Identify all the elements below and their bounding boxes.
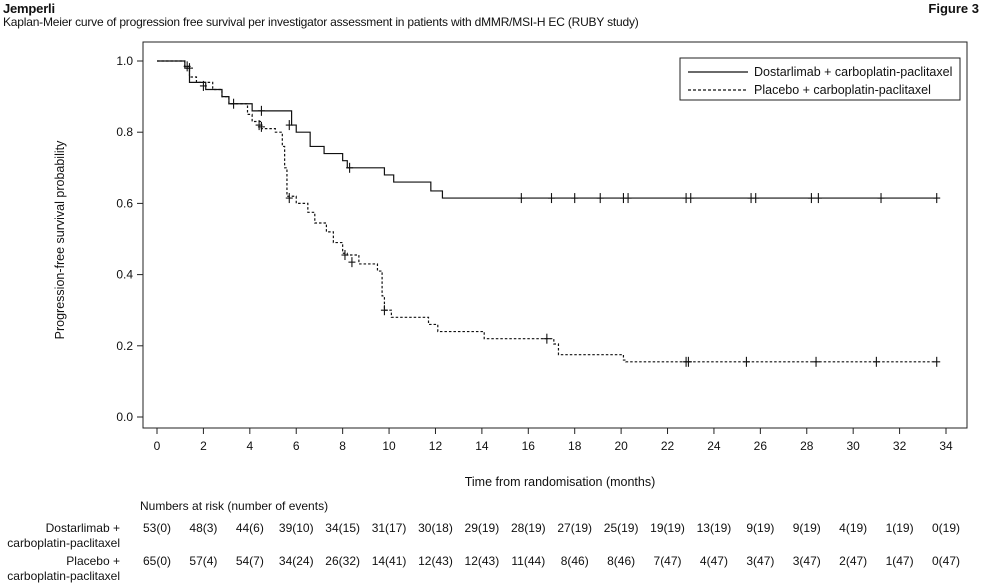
risk-value-dostarlimab: 4(19) [839, 521, 867, 535]
x-tick-label: 30 [846, 439, 860, 453]
x-tick-label: 20 [614, 439, 628, 453]
risk-value-placebo: 12(43) [465, 554, 500, 568]
risk-row-label-placebo-1: Placebo + [66, 554, 120, 568]
risk-value-placebo: 3(47) [746, 554, 774, 568]
plot-frame [142, 41, 968, 429]
risk-value-placebo: 4(47) [700, 554, 728, 568]
product-name: Jemperli [3, 1, 55, 16]
risk-value-dostarlimab: 48(3) [189, 521, 217, 535]
x-tick-label: 16 [522, 439, 536, 453]
risk-table: Numbers at risk (number of events) Dosta… [7, 499, 960, 583]
x-axis: 0 2 4 6 8 10 12 14 16 18 20 22 24 26 28 30 32 34 [154, 428, 953, 453]
risk-value-dostarlimab: 13(19) [697, 521, 732, 535]
x-tick-label: 12 [429, 439, 443, 453]
legend: Dostarlimab + carboplatin-paclitaxel Pla… [679, 57, 961, 101]
risk-value-placebo: 1(47) [886, 554, 914, 568]
risk-value-placebo: 2(47) [839, 554, 867, 568]
risk-value-placebo: 34(24) [279, 554, 314, 568]
x-tick-label: 2 [200, 439, 207, 453]
y-tick-label: 0.4 [116, 268, 133, 282]
legend-label-dostarlimab: Dostarlimab + carboplatin-paclitaxel [754, 65, 952, 79]
y-tick-label: 0.2 [116, 339, 133, 353]
figure-label: Figure 3 [928, 1, 979, 16]
x-tick-label: 10 [382, 439, 396, 453]
risk-value-placebo: 65(0) [143, 554, 171, 568]
risk-value-dostarlimab: 27(19) [557, 521, 592, 535]
risk-value-placebo: 0(47) [932, 554, 960, 568]
x-tick-label: 8 [339, 439, 346, 453]
figure-title: Kaplan-Meier curve of progression free s… [3, 15, 639, 29]
curve-placebo [157, 60, 937, 363]
risk-value-placebo: 14(41) [372, 554, 407, 568]
y-tick-label: 0.0 [116, 410, 133, 424]
risk-value-dostarlimab: 9(19) [793, 521, 821, 535]
risk-row-label-dostarlimab-2: carboplatin-paclitaxel [7, 536, 120, 550]
risk-value-dostarlimab: 44(6) [236, 521, 264, 535]
risk-value-dostarlimab: 28(19) [511, 521, 546, 535]
plot-area [142, 41, 968, 429]
x-tick-label: 24 [707, 439, 721, 453]
y-tick-label: 0.6 [116, 196, 133, 210]
risk-value-placebo: 12(43) [418, 554, 453, 568]
y-tick-label: 1.0 [116, 54, 133, 68]
x-tick-label: 32 [893, 439, 907, 453]
x-tick-label: 34 [939, 439, 953, 453]
risk-value-dostarlimab: 31(17) [372, 521, 407, 535]
risk-row-label-dostarlimab-1: Dostarlimab + [46, 521, 120, 535]
legend-label-placebo: Placebo + carboplatin-paclitaxel [754, 83, 931, 97]
risk-value-dostarlimab: 30(18) [418, 521, 453, 535]
risk-value-dostarlimab: 53(0) [143, 521, 171, 535]
risk-value-dostarlimab: 29(19) [465, 521, 500, 535]
risk-value-placebo: 54(7) [236, 554, 264, 568]
risk-value-placebo: 57(4) [189, 554, 217, 568]
x-tick-label: 4 [246, 439, 253, 453]
y-axis-label: Progression-free survival probability [53, 140, 67, 339]
x-tick-label: 14 [475, 439, 489, 453]
x-tick-label: 0 [154, 439, 161, 453]
x-tick-label: 26 [754, 439, 768, 453]
risk-table-title: Numbers at risk (number of events) [140, 499, 328, 513]
x-tick-label: 28 [800, 439, 814, 453]
x-tick-label: 22 [661, 439, 675, 453]
risk-value-dostarlimab: 39(10) [279, 521, 314, 535]
risk-value-placebo: 8(46) [561, 554, 589, 568]
risk-value-placebo: 8(46) [607, 554, 635, 568]
x-axis-label: Time from randomisation (months) [465, 475, 656, 489]
risk-value-placebo: 7(47) [654, 554, 682, 568]
legend-box [679, 57, 961, 101]
risk-value-placebo: 3(47) [793, 554, 821, 568]
risk-value-dostarlimab: 9(19) [746, 521, 774, 535]
risk-value-placebo: 26(32) [325, 554, 360, 568]
risk-value-dostarlimab: 34(15) [325, 521, 360, 535]
risk-row-label-placebo-2: carboplatin-paclitaxel [7, 569, 120, 583]
risk-value-dostarlimab: 19(19) [650, 521, 685, 535]
survival-curves [157, 60, 941, 367]
risk-value-placebo: 11(44) [511, 554, 545, 568]
risk-value-dostarlimab: 1(19) [886, 521, 914, 535]
risk-value-dostarlimab: 25(19) [604, 521, 639, 535]
risk-value-dostarlimab: 0(19) [932, 521, 960, 535]
y-axis: 0.0 0.2 0.4 0.6 0.8 1.0 [116, 54, 143, 424]
x-tick-label: 6 [293, 439, 300, 453]
x-tick-label: 18 [568, 439, 582, 453]
risk-values: 53(0) 48(3) 44(6) 39(10) 34(15) 31(17) 30(18) 2… [143, 521, 960, 568]
y-tick-label: 0.8 [116, 125, 133, 139]
